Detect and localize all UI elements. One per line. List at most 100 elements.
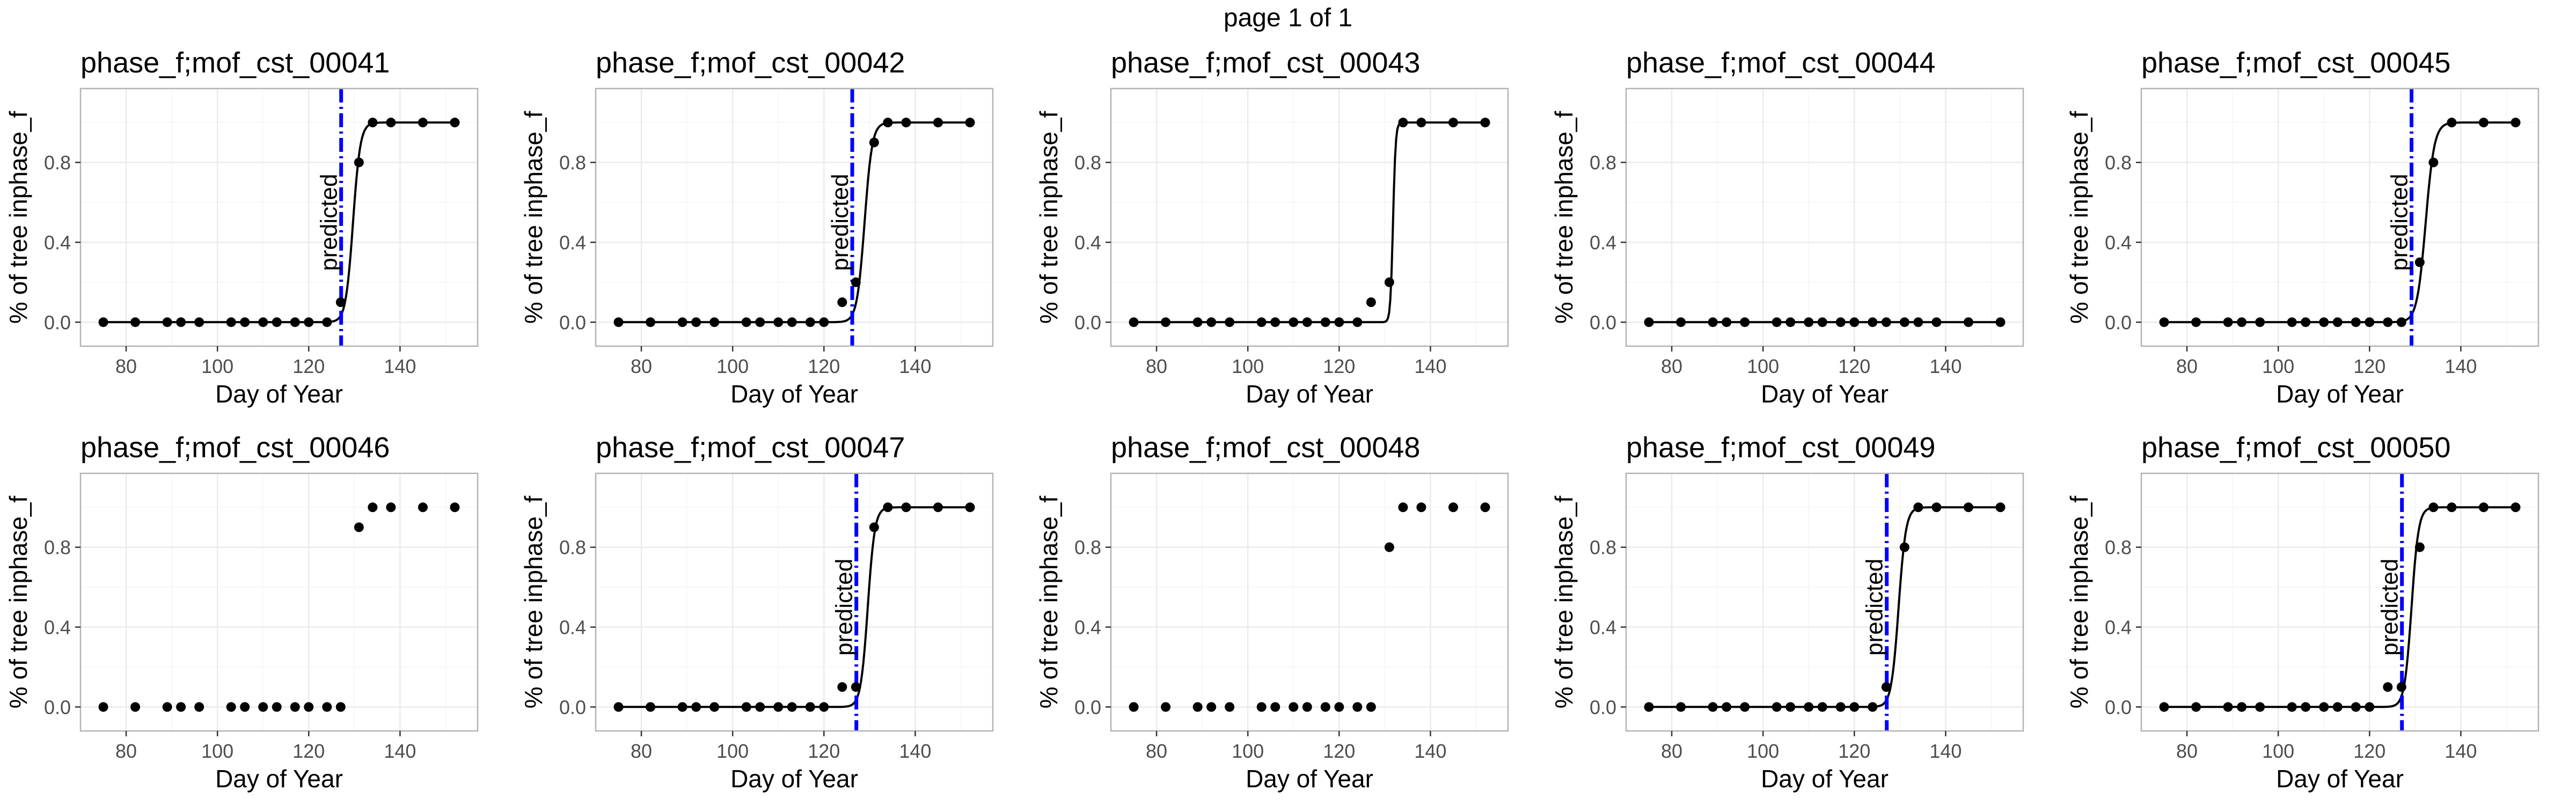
data-point xyxy=(2383,682,2393,692)
data-point xyxy=(1256,702,1267,712)
x-tick-label: 100 xyxy=(716,355,749,377)
data-point xyxy=(1320,317,1330,327)
data-point xyxy=(613,702,624,712)
data-point xyxy=(450,502,460,513)
data-point xyxy=(1334,702,1344,712)
data-point xyxy=(354,157,364,167)
panel-title: phase_f;mof_cst_00048 xyxy=(1111,431,1420,464)
x-tick-label: 100 xyxy=(1747,740,1779,762)
data-point xyxy=(1849,317,1860,327)
y-tick-label: 0.8 xyxy=(1074,152,1101,174)
data-point xyxy=(1161,317,1171,327)
chart-panel-1: predicted 80 100 120 140 0.0 0.4 0.8 Day of Year… xyxy=(4,47,479,408)
data-point xyxy=(1302,317,1312,327)
data-point xyxy=(1899,542,1909,552)
data-point xyxy=(883,502,893,513)
predicted-label: predicted xyxy=(2387,174,2413,271)
data-point xyxy=(1644,317,1654,327)
y-tick-label: 0.4 xyxy=(1074,232,1101,254)
y-tick-label: 0.0 xyxy=(44,696,71,718)
data-point xyxy=(1963,502,1973,513)
x-tick-label: 80 xyxy=(631,740,652,762)
y-tick-label: 0.4 xyxy=(1590,232,1616,254)
data-point xyxy=(1398,118,1408,128)
panel-title: phase_f;mof_cst_00042 xyxy=(596,47,905,79)
data-point xyxy=(1352,317,1363,327)
data-point xyxy=(819,317,829,327)
y-tick-label: 0.8 xyxy=(2105,152,2132,174)
data-point xyxy=(2319,317,2329,327)
y-tick-label: 0.0 xyxy=(559,696,586,718)
data-point xyxy=(290,317,300,327)
data-point xyxy=(1192,317,1203,327)
data-point xyxy=(226,702,236,712)
x-axis-label: Day of Year xyxy=(215,380,343,408)
data-point xyxy=(805,317,815,327)
x-tick-label: 80 xyxy=(1661,355,1682,377)
x-tick-label: 120 xyxy=(1838,740,1870,762)
x-tick-label: 120 xyxy=(808,740,840,762)
data-point xyxy=(2191,702,2201,712)
data-point xyxy=(965,118,975,128)
x-tick-label: 140 xyxy=(2445,740,2477,762)
data-point xyxy=(418,118,428,128)
chart-panel-2: predicted 80 100 120 140 0.0 0.4 0.8 Day of Year… xyxy=(519,47,994,408)
data-point xyxy=(773,317,784,327)
data-point xyxy=(646,702,656,712)
data-point xyxy=(2414,542,2425,552)
data-point xyxy=(1913,502,1923,513)
data-point xyxy=(322,317,332,327)
y-tick-label: 0.0 xyxy=(2105,311,2132,333)
y-tick-label: 0.4 xyxy=(1590,617,1616,639)
x-axis-label: Day of Year xyxy=(215,765,343,793)
data-point xyxy=(335,702,346,712)
data-point xyxy=(1206,317,1217,327)
chart-panel-7: predicted 80 100 120 140 0.0 0.4 0.8 Day of Year… xyxy=(519,431,994,793)
data-point xyxy=(1256,317,1267,327)
data-point xyxy=(1129,702,1139,712)
panel-border xyxy=(79,472,479,732)
x-tick-label: 100 xyxy=(1232,740,1264,762)
data-point xyxy=(1931,502,1942,513)
data-point xyxy=(162,317,172,327)
data-point xyxy=(1192,702,1203,712)
chart-panel-6: 80 100 120 140 0.0 0.4 0.8 Day of Year % of tree… xyxy=(4,431,479,793)
x-tick-label: 120 xyxy=(2353,355,2385,377)
x-tick-label: 140 xyxy=(384,740,416,762)
data-point xyxy=(1881,317,1891,327)
data-point xyxy=(869,137,879,148)
data-point xyxy=(2223,317,2233,327)
chart-panel-3: 80 100 120 140 0.0 0.4 0.8 Day of Year % of tree… xyxy=(1035,47,1509,408)
chart-panel-10: predicted 80 100 120 140 0.0 0.4 0.8 Day of Year… xyxy=(2065,431,2540,793)
data-point xyxy=(1366,297,1376,308)
data-point xyxy=(1772,317,1782,327)
x-tick-label: 80 xyxy=(1146,740,1167,762)
data-point xyxy=(2511,118,2521,128)
panel-background xyxy=(1111,89,1508,346)
data-point xyxy=(1676,317,1686,327)
x-axis-label: Day of Year xyxy=(1246,380,1373,408)
data-point xyxy=(1740,317,1750,327)
data-point xyxy=(1817,702,1827,712)
y-tick-label: 0.8 xyxy=(44,537,71,559)
y-axis-label: % of tree inphase_f xyxy=(1550,111,1578,324)
x-tick-label: 120 xyxy=(808,355,840,377)
data-point xyxy=(2255,317,2265,327)
x-tick-label: 140 xyxy=(899,355,931,377)
data-point xyxy=(677,702,687,712)
x-axis-label: Day of Year xyxy=(1246,765,1373,793)
data-point xyxy=(755,317,765,327)
panel-background xyxy=(80,473,478,731)
x-tick-label: 120 xyxy=(292,740,325,762)
y-axis-label: % of tree inphase_f xyxy=(519,111,547,324)
x-tick-label: 100 xyxy=(1747,355,1779,377)
data-point xyxy=(1722,317,1732,327)
x-tick-label: 80 xyxy=(1661,740,1682,762)
data-point xyxy=(851,277,861,287)
predicted-label: predicted xyxy=(831,559,858,656)
data-point xyxy=(2332,317,2343,327)
x-tick-label: 80 xyxy=(115,355,137,377)
x-tick-label: 80 xyxy=(2176,740,2198,762)
data-point xyxy=(368,118,378,128)
